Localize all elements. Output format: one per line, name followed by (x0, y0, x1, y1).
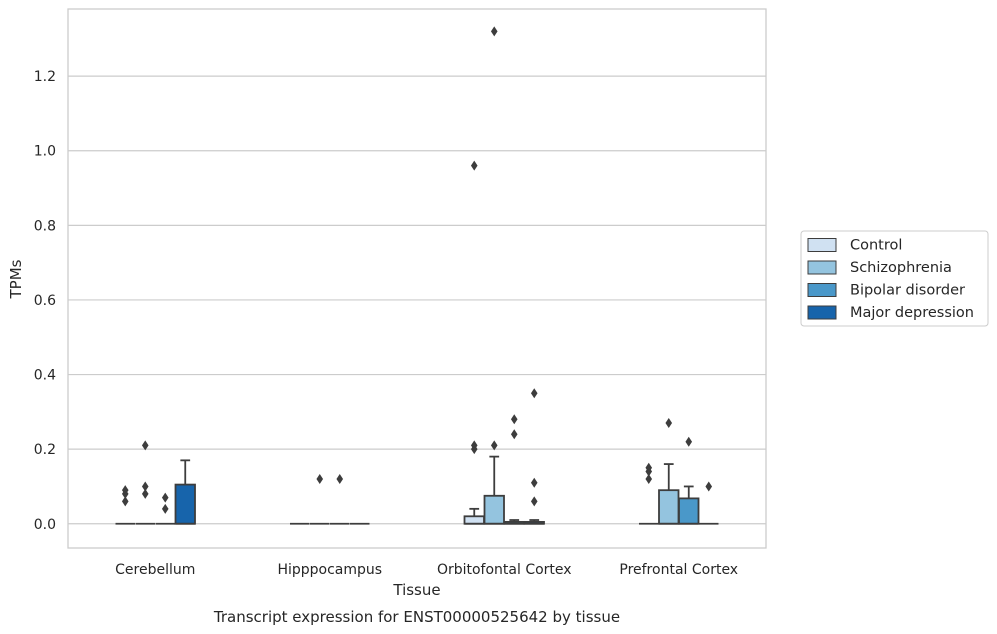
outlier-point (161, 503, 169, 514)
outlier-point (141, 488, 149, 499)
x-tick-label: Orbitofontal Cortex (437, 562, 572, 578)
box-bipolar-disorder (678, 436, 700, 525)
legend-frame (800, 230, 989, 327)
outlier-point (141, 481, 149, 492)
outlier-point (510, 414, 518, 425)
legend-label: Control (850, 238, 902, 254)
outlier-point (645, 462, 653, 473)
x-axis-title: Tissue (392, 581, 440, 599)
box-rect (678, 497, 700, 525)
outlier-point (490, 26, 498, 37)
y-tick-label: 0.0 (34, 517, 56, 533)
legend-swatch (807, 260, 837, 275)
box-bipolar-disorder (330, 473, 350, 525)
x-tick-label: Prefrontal Cortex (619, 562, 738, 578)
outlier-point (470, 440, 478, 451)
y-tick-label: 0.6 (34, 293, 56, 309)
box-rect (483, 494, 505, 525)
outlier-point (470, 160, 478, 171)
y-tick-labels: 0.0 0.2 0.4 0.6 0.8 1.0 1.2 (34, 69, 56, 533)
legend-swatch (807, 283, 837, 297)
outlier-point (510, 429, 518, 440)
box-rect (658, 489, 680, 525)
outlier-point (530, 496, 538, 507)
outlier-point (121, 496, 129, 507)
outlier-point (530, 477, 538, 488)
legend-label: Major depression (850, 305, 974, 321)
outlier-point (645, 473, 653, 484)
legend-label: Bipolar disorder (850, 283, 965, 299)
box-bipolar-disorder (503, 414, 525, 525)
box-control (463, 160, 485, 525)
outlier-point (685, 436, 693, 447)
box-schizophrenia (658, 418, 680, 525)
outlier-point (336, 473, 344, 484)
box-major-depression (699, 481, 719, 525)
outlier-point (490, 440, 498, 451)
outlier-point (141, 440, 149, 451)
x-tick-label: Cerebellum (115, 562, 195, 578)
y-tick-label: 0.4 (34, 368, 56, 384)
y-tick-label: 1.0 (34, 144, 56, 160)
outlier-point (705, 481, 713, 492)
legend: Control Schizophrenia Bipolar disorder Majo… (800, 230, 989, 327)
x-tick-labels: Cerebellum Hipppocampus Orbitofontal Corte… (115, 562, 738, 578)
y-tick-label: 1.2 (34, 69, 56, 85)
outlier-point (665, 418, 673, 429)
legend-swatch (807, 305, 837, 320)
y-tick-label: 0.2 (34, 442, 56, 458)
box-major-depression (523, 388, 545, 525)
plot-frame (67, 8, 767, 549)
legend-label: Schizophrenia (850, 260, 952, 276)
box-control (639, 462, 659, 525)
box-plot-marks (115, 26, 719, 525)
y-axis-title: TPMs (7, 259, 25, 299)
chart-caption: Transcript expression for ENST0000052564… (213, 608, 620, 626)
outlier-point (316, 473, 324, 484)
grid-lines (68, 75, 766, 525)
box-rect (174, 483, 196, 525)
box-bipolar-disorder (155, 492, 175, 525)
outlier-point (530, 388, 538, 399)
outlier-point (161, 492, 169, 503)
legend-swatch (807, 238, 837, 252)
box-rect (463, 515, 485, 525)
box-schizophrenia (483, 26, 505, 525)
outlier-point (121, 485, 129, 496)
y-tick-label: 0.8 (34, 218, 56, 234)
box-major-depression (174, 459, 196, 525)
x-tick-label: Hipppocampus (277, 562, 382, 578)
box-schizophrenia (135, 440, 155, 525)
box-schizophrenia (310, 473, 330, 525)
box-control (115, 485, 135, 525)
